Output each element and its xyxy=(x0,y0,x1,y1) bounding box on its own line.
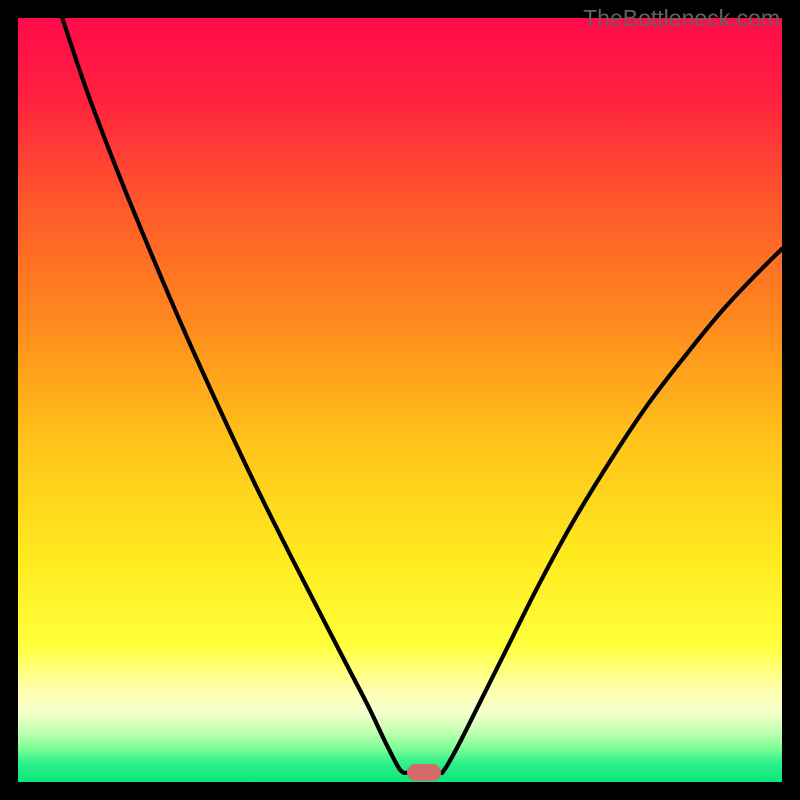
bottleneck-curve xyxy=(18,18,782,782)
curve-right-branch xyxy=(442,249,782,773)
frame-left xyxy=(0,0,18,800)
optimal-marker xyxy=(407,764,441,781)
plot-area xyxy=(18,18,782,782)
watermark: TheBottleneck.com xyxy=(583,5,780,32)
frame-bottom xyxy=(0,782,800,800)
frame-right xyxy=(782,0,800,800)
curve-left-branch xyxy=(62,18,404,773)
